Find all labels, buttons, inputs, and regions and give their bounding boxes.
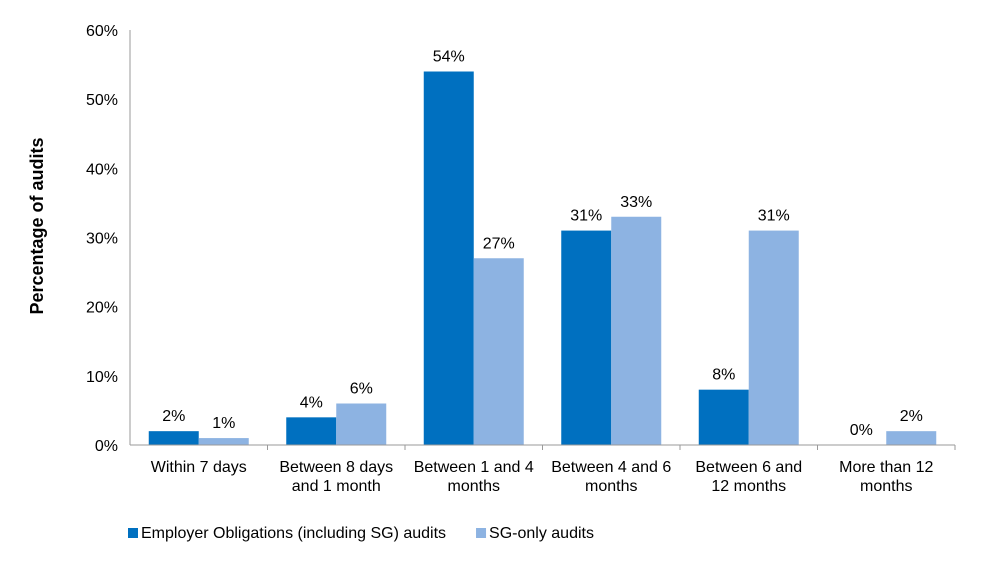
bar-employer-obligations [698,389,749,445]
x-tick-label: Between 6 and [695,459,802,476]
bar-employer-obligations [561,230,612,445]
x-tick-label: Within 7 days [151,459,247,476]
legend-item-label: Employer Obligations (including SG) audi… [141,525,446,542]
bar-sg-only [473,258,524,445]
bar-sg-only [611,216,662,445]
y-tick-label: 10% [86,369,118,386]
data-label: 4% [300,394,323,411]
bar-employer-obligations [148,431,199,445]
y-tick-label: 20% [86,300,118,317]
x-tick-label: months [860,478,912,495]
x-tick-label: Between 4 and 6 [551,459,671,476]
data-label: 0% [850,422,873,439]
y-tick-label: 50% [86,92,118,109]
y-tick-label: 60% [86,23,118,40]
x-tick-label: More than 12 [839,459,933,476]
bar-sg-only [336,403,387,445]
bar-employer-obligations [423,71,474,445]
data-label: 27% [483,235,515,252]
data-label: 6% [350,381,373,398]
x-tick-label: months [448,478,500,495]
y-axis-label: Percentage of audits [27,137,47,314]
data-label: 31% [758,208,790,225]
bar-sg-only [886,431,937,445]
bar-employer-obligations [286,417,337,445]
x-tick-label: Between 1 and 4 [414,459,534,476]
x-tick-label: months [585,478,637,495]
legend-swatch [476,528,487,538]
data-label: 2% [900,408,923,425]
x-tick-label: 12 months [711,478,786,495]
data-label: 8% [712,367,735,384]
x-tick-label: and 1 month [292,478,381,495]
y-tick-label: 0% [95,438,118,455]
legend-swatch [128,528,138,538]
data-label: 54% [433,49,465,66]
bar-sg-only [198,438,249,445]
data-label: 2% [162,408,185,425]
data-label: 33% [620,194,652,211]
bar-sg-only [748,230,799,445]
x-tick-label: Between 8 days [279,459,393,476]
data-label: 31% [570,208,602,225]
y-tick-label: 40% [86,161,118,178]
y-tick-label: 30% [86,231,118,248]
legend-item-label: SG-only audits [489,525,594,542]
data-label: 1% [212,415,235,432]
